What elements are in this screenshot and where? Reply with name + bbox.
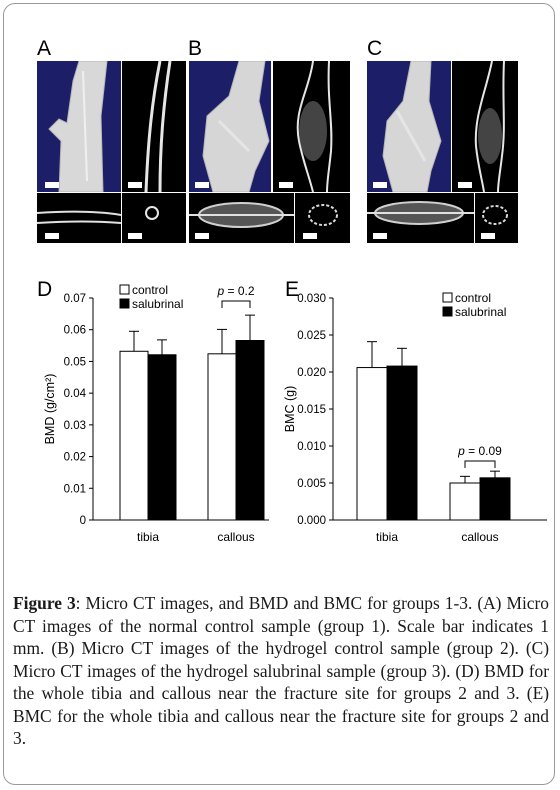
y-tick-label: 0.06 xyxy=(64,325,86,337)
ct-cross-section-c xyxy=(475,193,518,243)
ct-sagittal-b xyxy=(273,61,350,192)
significance-bracket xyxy=(221,300,251,308)
ct-sagittal-a xyxy=(122,61,186,192)
y-tick-label: 0.015 xyxy=(297,404,326,416)
bar-control xyxy=(207,353,237,521)
y-axis-label: BMC (g) xyxy=(283,386,297,433)
bar-control xyxy=(356,367,388,521)
y-tick-label: 0.07 xyxy=(64,293,86,305)
ct-axial-long-a xyxy=(37,193,121,243)
scale-bar xyxy=(45,233,59,239)
scale-bar xyxy=(195,182,209,188)
p-value-label: p = 0.2 xyxy=(216,284,254,298)
ct-cross-section-a xyxy=(122,193,186,243)
ct-3d-render-a xyxy=(37,61,121,192)
y-tick-label: 0 xyxy=(80,515,86,527)
figure-frame xyxy=(3,3,555,785)
scale-bar xyxy=(279,182,293,188)
legend-swatch-salubrinal xyxy=(442,306,453,317)
ct-cross-section-b xyxy=(295,193,350,243)
y-tick-label: 0.01 xyxy=(64,483,86,495)
y-axis-label: BMD (g/cm²) xyxy=(43,374,57,445)
y-tick-label: 0.005 xyxy=(297,478,326,490)
category-label: tibia xyxy=(376,530,398,544)
category-label: callous xyxy=(217,530,254,544)
scale-bar xyxy=(128,182,142,188)
y-tick-label: 0.010 xyxy=(297,441,326,453)
scale-bar xyxy=(458,182,472,188)
chart-bmd: 0 0.01 0.02 0.03 0.04 0.05 0.06 0.07 BMD (g/cm²)… xyxy=(43,283,269,544)
bar-salubrinal xyxy=(235,339,265,521)
significance-annotation: p = 0.2 xyxy=(216,284,255,308)
bars xyxy=(119,314,265,521)
scale-bar xyxy=(45,182,59,188)
significance-annotation: p = 0.09 xyxy=(457,444,502,468)
legend-label-control: control xyxy=(455,291,491,305)
scale-bar xyxy=(481,233,495,239)
y-tick-label: 0.020 xyxy=(297,367,326,379)
legend-label-control: control xyxy=(132,283,168,297)
legend-swatch-salubrinal xyxy=(119,298,130,309)
bar-salubrinal xyxy=(147,354,177,521)
bars xyxy=(356,341,511,521)
legend-label-salubrinal: salubrinal xyxy=(132,297,183,311)
ct-axial-long-b xyxy=(189,193,294,243)
y-tick-label: 0.04 xyxy=(64,388,87,400)
category-label: tibia xyxy=(137,530,159,544)
category-label: callous xyxy=(461,530,498,544)
significance-bracket xyxy=(464,460,496,468)
legend-label-salubrinal: salubrinal xyxy=(455,305,506,319)
y-tick-label: 0.02 xyxy=(64,452,86,464)
panel-letter-d: D xyxy=(37,278,53,301)
y-tick-label: 0.05 xyxy=(64,356,86,368)
y-tick-label: 0.030 xyxy=(297,293,326,305)
ct-sagittal-c xyxy=(452,61,518,192)
caption-lead: Figure 3 xyxy=(13,593,76,613)
caption-text: : Micro CT images, and BMD and BMC for g… xyxy=(13,593,549,748)
y-tick-label: 0.03 xyxy=(64,420,86,432)
scale-bar xyxy=(373,182,387,188)
scale-bar xyxy=(128,233,142,239)
bar-salubrinal xyxy=(479,477,511,521)
ct-3d-render-b xyxy=(189,61,271,192)
bar-control xyxy=(119,350,149,521)
bar-control xyxy=(449,482,481,521)
panel-letter-e: E xyxy=(285,278,300,301)
chart-bmc: 0.000 0.005 0.010 0.015 0.020 0.025 0.030 BMC (… xyxy=(283,291,547,544)
y-tick-label: 0.025 xyxy=(297,330,326,342)
legend-swatch-control xyxy=(119,284,130,295)
figure-caption: Figure 3: Micro CT images, and BMD and B… xyxy=(13,592,549,750)
ct-3d-render-c xyxy=(367,61,451,192)
panel-letter-b: B xyxy=(188,37,203,60)
y-tick-label: 0.000 xyxy=(297,515,326,527)
legend-swatch-control xyxy=(442,292,453,303)
bar-salubrinal xyxy=(386,365,418,521)
panel-letter-a: A xyxy=(37,37,52,60)
p-value-label: p = 0.09 xyxy=(457,444,502,458)
scale-bar xyxy=(303,233,317,239)
panel-letter-c: C xyxy=(367,37,383,60)
scale-bar xyxy=(373,233,387,239)
ct-axial-long-c xyxy=(367,193,474,243)
scale-bar xyxy=(195,233,209,239)
